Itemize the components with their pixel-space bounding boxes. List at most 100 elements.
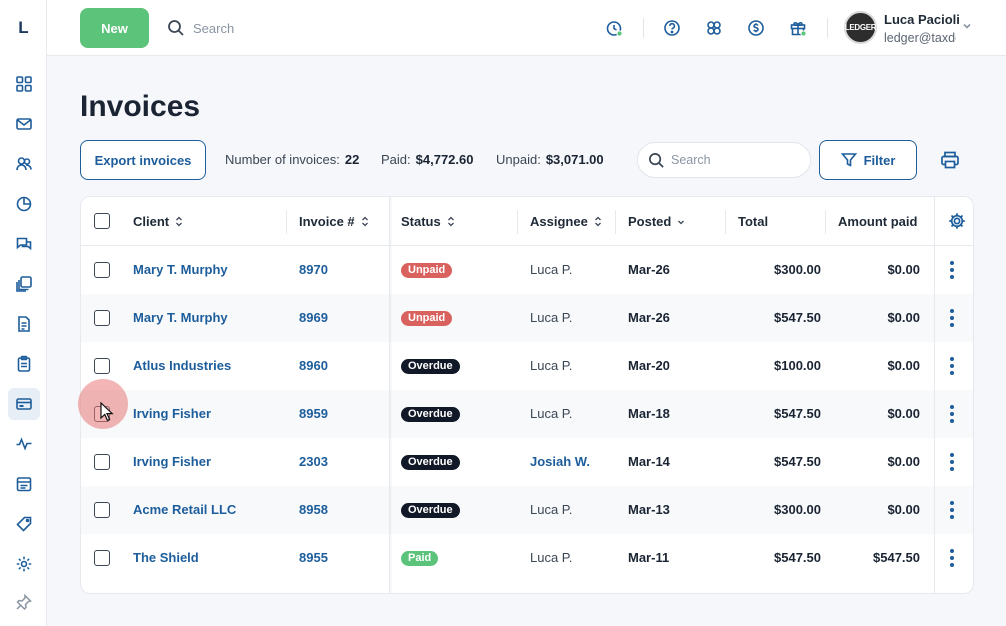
column-posted[interactable]: Posted: [628, 214, 685, 229]
more-options-icon[interactable]: [947, 501, 957, 519]
select-all-checkbox[interactable]: [94, 213, 110, 229]
more-options-icon[interactable]: [947, 261, 957, 279]
new-button[interactable]: New: [80, 8, 149, 48]
export-invoices-button[interactable]: Export invoices: [80, 140, 206, 180]
column-client-label: Client: [133, 214, 170, 229]
dollar-icon[interactable]: [745, 17, 767, 39]
column-client[interactable]: Client: [133, 214, 183, 229]
invoice-number-link[interactable]: 8969: [299, 310, 328, 325]
pin-icon[interactable]: [8, 586, 40, 618]
column-divider: [825, 210, 826, 234]
divider: [643, 18, 644, 38]
app-logo[interactable]: L: [18, 18, 29, 37]
client-link[interactable]: Irving Fisher: [133, 406, 212, 421]
table-row[interactable]: Mary T. Murphy 8969 Unpaid Luca P. Mar-2…: [81, 294, 973, 342]
file-icon[interactable]: [8, 308, 40, 340]
amount-paid: $0.00: [887, 310, 920, 325]
table-row[interactable]: Atlus Industries 8960 Overdue Luca P. Ma…: [81, 342, 973, 390]
billing-icon[interactable]: [8, 388, 40, 420]
more-options-icon[interactable]: [947, 405, 957, 423]
table-row[interactable]: The Shield 8955 Paid Luca P. Mar-11 $547…: [81, 534, 973, 582]
search-icon: [168, 20, 184, 36]
tag-icon[interactable]: [8, 508, 40, 540]
invoice-search-input[interactable]: [671, 153, 791, 167]
filter-button[interactable]: Filter: [819, 140, 917, 180]
unpaid-total-label: Unpaid:: [496, 152, 541, 167]
column-invoice[interactable]: Invoice #: [299, 214, 369, 229]
avatar[interactable]: LEDGER: [844, 11, 877, 44]
row-checkbox[interactable]: [94, 262, 110, 278]
amount-paid: $0.00: [887, 454, 920, 469]
assignee: Luca P.: [530, 358, 573, 373]
client-link[interactable]: Mary T. Murphy: [133, 310, 228, 325]
invoice-number-link[interactable]: 8958: [299, 502, 328, 517]
global-search[interactable]: Search: [167, 16, 234, 40]
dashboard-icon[interactable]: [8, 68, 40, 100]
invoice-number-link[interactable]: 8959: [299, 406, 328, 421]
chevron-down-icon[interactable]: [961, 20, 973, 32]
user-email: ledger@taxdome.com: [884, 31, 956, 45]
row-checkbox[interactable]: [94, 358, 110, 374]
row-checkbox[interactable]: [94, 454, 110, 470]
community-icon[interactable]: [703, 17, 725, 39]
invoice-number-link[interactable]: 8960: [299, 358, 328, 373]
timer-icon[interactable]: [603, 17, 625, 39]
more-options-icon[interactable]: [947, 549, 957, 567]
invoices-table: Client Invoice # Status Assignee Posted …: [80, 196, 974, 594]
chat-icon[interactable]: [8, 228, 40, 260]
table-row[interactable]: Mary T. Murphy 8970 Unpaid Luca P. Mar-2…: [81, 246, 973, 294]
paid-total-value: $4,772.60: [415, 152, 474, 167]
column-total[interactable]: Total: [738, 214, 768, 229]
amount-paid: $547.50: [873, 550, 920, 565]
client-link[interactable]: Acme Retail LLC: [133, 502, 237, 517]
client-link[interactable]: The Shield: [133, 550, 199, 565]
search-icon: [649, 152, 664, 168]
clipboard-icon[interactable]: [8, 348, 40, 380]
sort-icon: [361, 216, 368, 227]
table-row[interactable]: Irving Fisher 8959 Overdue Luca P. Mar-1…: [81, 390, 973, 438]
column-divider: [286, 210, 287, 234]
client-link[interactable]: Mary T. Murphy: [133, 262, 228, 277]
more-options-icon[interactable]: [947, 309, 957, 327]
calendar-icon[interactable]: [8, 468, 40, 500]
sidebar: L: [0, 0, 47, 626]
total-amount: $300.00: [774, 262, 821, 277]
user-name[interactable]: Luca Pacioli: [884, 12, 960, 27]
invoice-search[interactable]: [637, 142, 811, 178]
row-checkbox[interactable]: [94, 502, 110, 518]
settings-icon[interactable]: [8, 548, 40, 580]
gear-icon[interactable]: [947, 211, 967, 231]
print-icon[interactable]: [938, 148, 962, 172]
amount-paid: $0.00: [887, 406, 920, 421]
filter-icon: [840, 153, 857, 167]
table-row[interactable]: Irving Fisher 2303 Overdue Josiah W. Mar…: [81, 438, 973, 486]
clients-icon[interactable]: [8, 148, 40, 180]
mail-icon[interactable]: [8, 108, 40, 140]
activity-icon[interactable]: [8, 428, 40, 460]
help-icon[interactable]: [661, 17, 683, 39]
table-row[interactable]: Acme Retail LLC 8958 Overdue Luca P. Mar…: [81, 486, 973, 534]
status-badge: Unpaid: [401, 263, 453, 278]
column-amount-paid[interactable]: Amount paid: [838, 214, 917, 229]
more-options-icon[interactable]: [947, 357, 957, 375]
row-checkbox[interactable]: [94, 550, 110, 566]
reports-pie-icon[interactable]: [8, 188, 40, 220]
client-link[interactable]: Irving Fisher: [133, 454, 212, 469]
invoice-number-link[interactable]: 8955: [299, 550, 328, 565]
client-link[interactable]: Atlus Industries: [133, 358, 232, 373]
assignee-link[interactable]: Josiah W.: [530, 454, 590, 469]
amount-paid: $0.00: [887, 262, 920, 277]
row-checkbox[interactable]: [94, 310, 110, 326]
column-assignee[interactable]: Assignee: [530, 214, 602, 229]
gift-icon[interactable]: [787, 17, 809, 39]
invoice-number-link[interactable]: 8970: [299, 262, 328, 277]
documents-icon[interactable]: [8, 268, 40, 300]
status-badge: Overdue: [401, 407, 460, 422]
total-amount: $100.00: [774, 358, 821, 373]
more-options-icon[interactable]: [947, 453, 957, 471]
table-header: Client Invoice # Status Assignee Posted …: [81, 197, 973, 246]
invoice-number-link[interactable]: 2303: [299, 454, 328, 469]
table-settings-column: [934, 197, 973, 593]
column-status[interactable]: Status: [401, 214, 455, 229]
posted-date: Mar-14: [628, 454, 670, 469]
